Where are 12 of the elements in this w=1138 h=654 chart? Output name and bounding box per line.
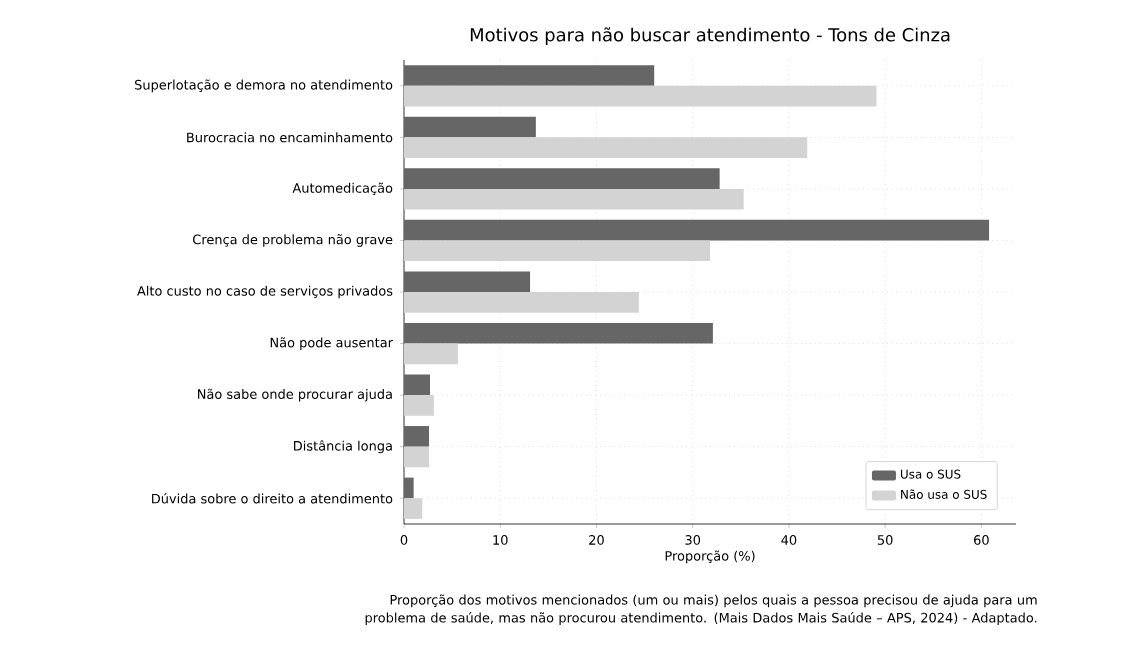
bar <box>404 374 430 396</box>
bar <box>404 343 458 365</box>
bar <box>404 168 720 189</box>
bar <box>404 446 430 468</box>
bar <box>404 426 430 447</box>
chart-title: Motivos para não buscar atendimento - Tons de Cinza <box>470 27 950 45</box>
bar <box>404 116 536 138</box>
bar <box>404 219 990 241</box>
bar <box>404 65 655 86</box>
bar <box>404 477 414 499</box>
bar <box>404 271 531 293</box>
bar <box>404 322 713 344</box>
